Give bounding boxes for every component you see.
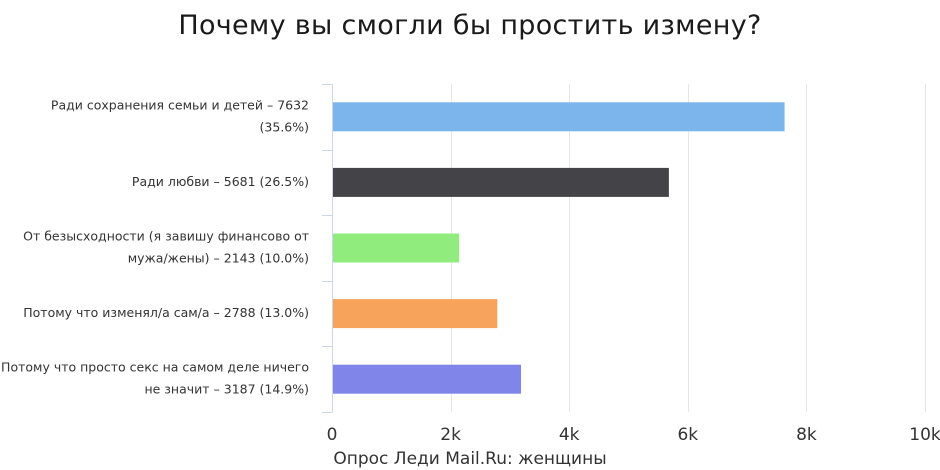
category-label: От безысходности (я завишу финансово от [23, 229, 309, 244]
tick-label: 10k [909, 425, 940, 445]
category-label: мужа/жены) – 2143 (10.0%) [128, 251, 309, 266]
category-label: Потому что просто секс на самом деле нич… [1, 360, 309, 375]
grid-lines [451, 84, 926, 412]
category-axis [322, 84, 333, 413]
bar[interactable] [333, 299, 498, 329]
chart-title: Почему вы смогли бы простить измену? [178, 10, 762, 41]
tick-label: 6k [677, 425, 698, 445]
chart-source: Опрос Леди Mail.Ru: женщины [333, 449, 607, 469]
tick-label: 4k [559, 425, 580, 445]
category-label: Потому что изменял/а сам/а – 2788 (13.0%… [23, 305, 309, 320]
category-label: (35.6%) [260, 119, 309, 134]
bar[interactable] [333, 102, 785, 132]
category-label: Ради сохранения семьи и детей – 7632 [51, 97, 309, 112]
bar[interactable] [333, 167, 669, 197]
bars [333, 102, 785, 394]
category-label: Ради любви – 5681 (26.5%) [132, 174, 309, 189]
bar[interactable] [333, 364, 521, 394]
bar[interactable] [333, 233, 460, 263]
tick-label: 0 [327, 425, 338, 445]
category-label: не значит – 3187 (14.9%) [144, 382, 309, 397]
tick-label: 2k [440, 425, 461, 445]
category-labels: Ради сохранения семьи и детей – 7632 (35.… [1, 97, 309, 396]
tick-label: 8k [796, 425, 817, 445]
value-axis-ticks: 0 2k 4k 6k 8k 10k [327, 425, 940, 445]
